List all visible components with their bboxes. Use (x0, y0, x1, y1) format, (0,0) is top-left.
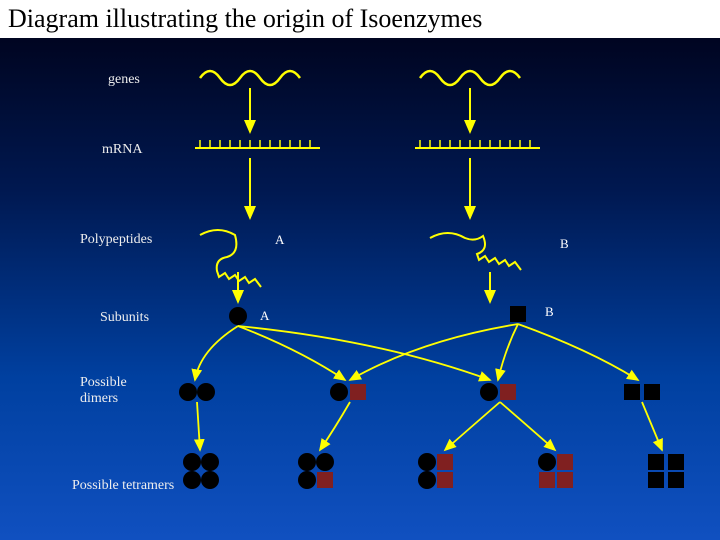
gene-a-icon (200, 71, 300, 85)
dimer-bb-icon (624, 384, 660, 400)
dimer-aa-icon (179, 383, 215, 401)
subunit-a-icon (229, 307, 247, 325)
polypeptide-a-icon (200, 230, 261, 287)
page-title: Diagram illustrating the origin of Isoen… (0, 0, 720, 38)
tetramer-aaaa-icon (183, 453, 219, 489)
mrna-a-icon (195, 140, 320, 148)
mrna-b-icon (415, 140, 540, 148)
isoenzyme-diagram (0, 40, 720, 540)
dimer-ab1-icon (330, 383, 366, 401)
dimer-ab2-icon (480, 383, 516, 401)
tetramer-abbb-icon (538, 453, 573, 488)
arrows-sub-to-dimers (195, 324, 638, 380)
arrows-dimers-to-tetramers (197, 402, 662, 450)
polypeptide-b-icon (430, 233, 521, 270)
tetramer-bbbb-icon (648, 454, 684, 488)
tetramer-aabb-icon (418, 453, 453, 489)
subunit-b-icon (510, 306, 526, 322)
gene-b-icon (420, 71, 520, 85)
tetramer-aaab-icon (298, 453, 334, 489)
